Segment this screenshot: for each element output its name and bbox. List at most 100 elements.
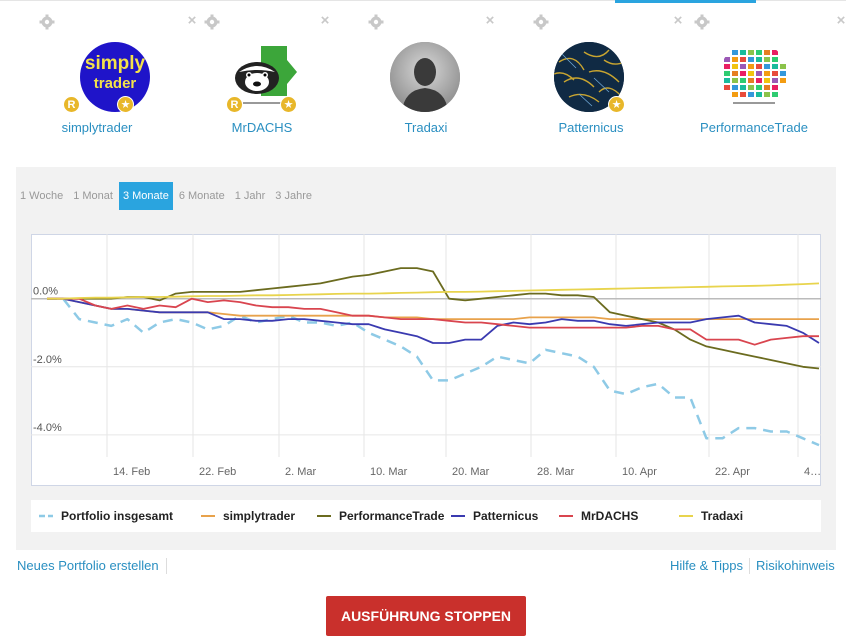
x-tick-label: 10. Mar <box>370 466 408 478</box>
mosaic-tile <box>724 64 730 69</box>
mosaic-tile <box>748 57 754 62</box>
badger-logo-icon <box>235 46 297 104</box>
mosaic-tile <box>740 64 746 69</box>
close-icon[interactable]: × <box>187 12 197 29</box>
mosaic-tile <box>772 71 778 76</box>
mosaic-tile <box>756 85 762 90</box>
gear-icon[interactable] <box>39 14 55 30</box>
star-badge-icon: ★ <box>608 96 625 113</box>
legend-label[interactable]: Tradaxi <box>701 509 743 523</box>
tab-1-woche[interactable]: 1 Woche <box>20 190 64 202</box>
x-tick-label: 4… <box>804 466 821 478</box>
chart-svg: 14. Feb 22. Feb 2. Mar 10. Mar 20. Mar 28. Ma… <box>31 234 821 486</box>
tab-3-monate[interactable]: 3 Monate <box>118 182 173 210</box>
mosaic-tile <box>780 71 786 76</box>
mosaic-tile <box>748 78 754 83</box>
mosaic-tile <box>724 71 730 76</box>
y-tick-label: -4.0% <box>33 422 62 434</box>
close-icon[interactable]: × <box>485 12 495 29</box>
x-tick-label: 22. Feb <box>199 466 236 478</box>
mosaic-caption-line <box>733 102 775 104</box>
mosaic-tile <box>732 57 738 62</box>
series-line <box>47 297 819 346</box>
mosaic-tile <box>740 50 746 55</box>
series-line <box>47 297 820 344</box>
mosaic-tile <box>772 78 778 83</box>
mosaic-tile <box>772 50 778 55</box>
top-divider <box>0 0 846 1</box>
mosaic-tile <box>756 71 762 76</box>
mosaic-tile <box>748 92 754 97</box>
x-tick-label: 28. Mar <box>537 466 575 478</box>
avatar-logo-text: simply trader <box>84 53 146 93</box>
performance-chart[interactable]: 14. Feb 22. Feb 2. Mar 10. Mar 20. Mar 28. Ma… <box>31 234 821 486</box>
legend-label[interactable]: Portfolio insgesamt <box>61 509 173 523</box>
series-line <box>47 267 820 370</box>
star-badge-icon: ★ <box>117 96 134 113</box>
trader-card-performancetrade[interactable]: × PerformanceTrade <box>694 12 846 144</box>
gear-icon[interactable] <box>204 14 220 30</box>
gear-icon[interactable] <box>533 14 549 30</box>
trader-name[interactable]: Patternicus <box>558 120 624 135</box>
mosaic-tile <box>724 85 730 90</box>
mosaic-tile <box>764 50 770 55</box>
x-tick-label: 2. Mar <box>285 466 317 478</box>
tab-1-monat[interactable]: 1 Monat <box>73 190 113 202</box>
legend-label[interactable]: MrDACHS <box>581 509 638 523</box>
gear-icon[interactable] <box>368 14 384 30</box>
r-badge-icon: R <box>226 96 243 113</box>
avatar[interactable] <box>390 42 460 112</box>
r-badge-icon: R <box>63 96 80 113</box>
mosaic-tile <box>748 50 754 55</box>
mosaic-tile <box>772 64 778 69</box>
active-tab-indicator <box>615 0 756 3</box>
trader-name[interactable]: MrDACHS <box>231 120 293 135</box>
new-portfolio-link[interactable]: Neues Portfolio erstellen <box>17 558 159 573</box>
mosaic-tile <box>756 57 762 62</box>
mosaic-logo-icon <box>724 50 786 104</box>
x-tick-label: 20. Mar <box>452 466 490 478</box>
mosaic-tile <box>764 92 770 97</box>
tab-1-jahr[interactable]: 1 Jahr <box>234 190 266 202</box>
mosaic-tile <box>732 64 738 69</box>
mosaic-tile <box>764 64 770 69</box>
gear-icon[interactable] <box>694 14 710 30</box>
mosaic-tile <box>732 85 738 90</box>
mosaic-tile <box>764 78 770 83</box>
mosaic-tile <box>772 92 778 97</box>
mosaic-tile <box>740 78 746 83</box>
close-icon[interactable]: × <box>673 12 683 29</box>
legend-label[interactable]: Patternicus <box>473 509 539 523</box>
mosaic-tile <box>756 78 762 83</box>
legend-svg: Portfolio insgesamt simplytrader Performan… <box>39 509 743 523</box>
close-icon[interactable]: × <box>320 12 330 29</box>
trader-name[interactable]: PerformanceTrade <box>700 120 808 135</box>
close-icon[interactable]: × <box>836 12 846 29</box>
trader-name[interactable]: Tradaxi <box>404 120 448 135</box>
trader-card-tradaxi[interactable]: × Tradaxi <box>368 12 518 144</box>
risk-notice-link[interactable]: Risikohinweis <box>756 558 835 573</box>
trader-card-mrdachs[interactable]: × R ★ MrDACHS <box>204 12 354 144</box>
mosaic-tile <box>724 57 730 62</box>
legend-label[interactable]: PerformanceTrade <box>339 509 445 523</box>
tab-6-monate[interactable]: 6 Monate <box>178 190 225 202</box>
footer-separator <box>166 558 167 574</box>
mosaic-tile <box>732 92 738 97</box>
help-tips-link[interactable]: Hilfe & Tipps <box>670 558 743 573</box>
legend-label[interactable]: simplytrader <box>223 509 295 523</box>
trader-card-patternicus[interactable]: × ★ Patternicus <box>533 12 683 144</box>
stop-execution-button[interactable]: AUSFÜHRUNG STOPPEN <box>326 596 526 636</box>
trader-name[interactable]: simplytrader <box>61 120 133 135</box>
avatar[interactable]: simply trader <box>80 42 150 112</box>
y-tick-label: -2.0% <box>33 354 62 366</box>
mosaic-tile <box>764 71 770 76</box>
mosaic-tile <box>764 57 770 62</box>
mosaic-tile <box>740 57 746 62</box>
trader-card-simplytrader[interactable]: × simply trader R ★ simplytrader <box>39 13 196 144</box>
mosaic-tile <box>756 50 762 55</box>
tab-3-jahre[interactable]: 3 Jahre <box>275 190 312 202</box>
mosaic-tile <box>756 64 762 69</box>
mosaic-tile <box>772 85 778 90</box>
mosaic-tile <box>748 71 754 76</box>
avatar[interactable] <box>719 42 789 112</box>
